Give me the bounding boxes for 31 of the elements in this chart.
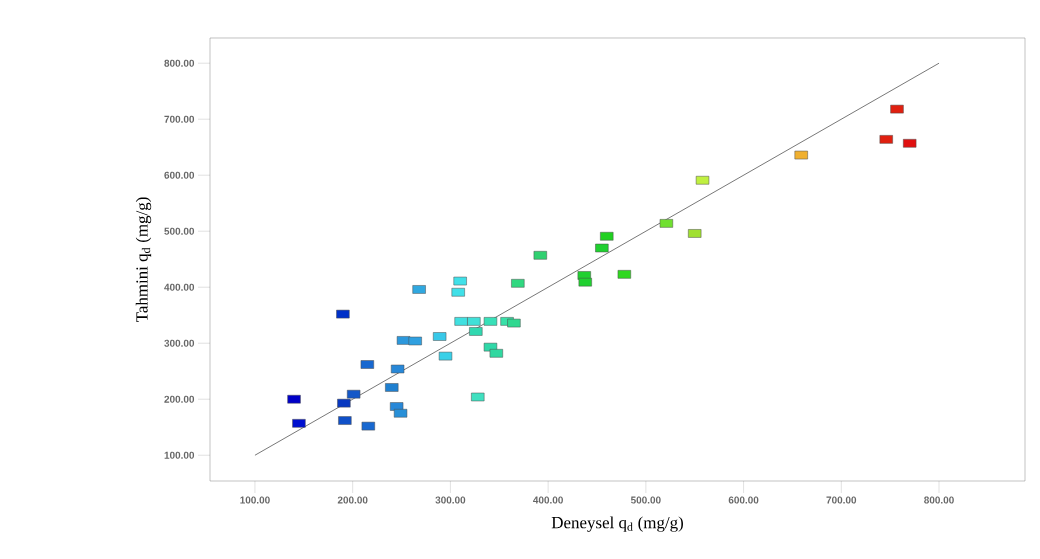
point: [336, 309, 350, 319]
point: [347, 389, 361, 399]
y-tick-label: 200.00: [164, 395, 195, 403]
x-tick-label: 200.00: [337, 496, 368, 504]
y-tick-label: 800.00: [164, 59, 195, 67]
y-tick-label: 500.00: [164, 227, 195, 235]
x-tick-label: 800.00: [924, 496, 954, 504]
y-tick-label: 100.00: [164, 451, 195, 459]
y-tick-label: 300.00: [164, 339, 195, 347]
y-tick-label: 600.00: [164, 171, 195, 179]
point: [361, 421, 375, 431]
point: [453, 276, 467, 286]
y-tick-label: 700.00: [164, 115, 195, 123]
point: [471, 392, 485, 402]
y-axis-title: Tahmini q$_{d}$ (mg/g): [135, 197, 152, 323]
x-tick-label: 400.00: [533, 496, 563, 504]
point: [337, 398, 351, 408]
y-tick-label: 400.00: [164, 283, 195, 291]
x-tick-label: 700.00: [826, 496, 857, 504]
x-tick-label: 100.00: [240, 496, 270, 504]
point: [890, 104, 904, 114]
point: [507, 318, 521, 328]
x-tick-label: 500.00: [630, 496, 661, 504]
x-axis-title: Deneysel q$_{d}$ (mg/g): [551, 516, 683, 532]
x-tick-label: 300.00: [435, 496, 466, 504]
point: [595, 243, 609, 253]
point: [408, 336, 422, 346]
point: [287, 394, 301, 404]
point: [794, 150, 808, 160]
point: [578, 277, 592, 287]
x-tick-label: 600.00: [728, 496, 759, 504]
